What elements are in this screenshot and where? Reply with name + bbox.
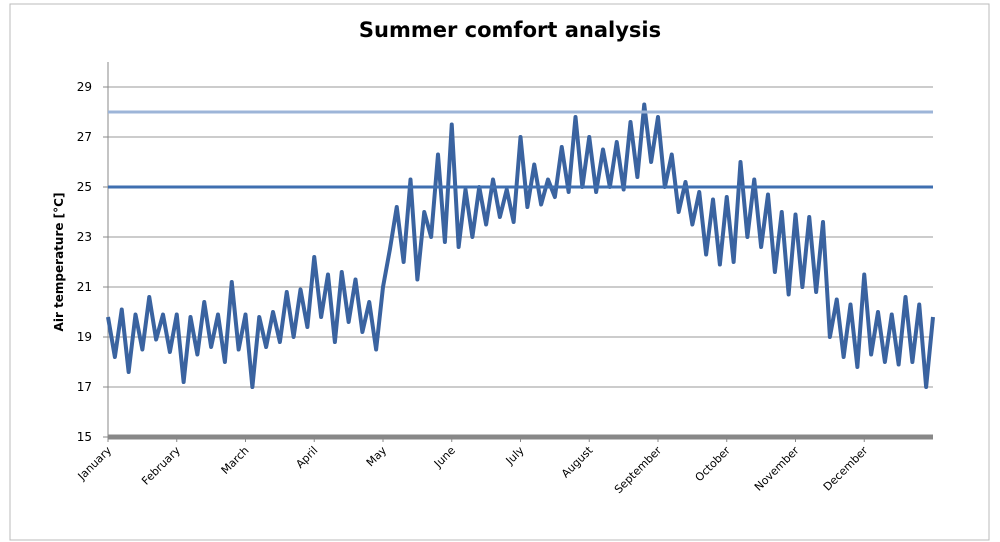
y-tick-label: 25 bbox=[77, 180, 92, 194]
y-tick-label: 15 bbox=[77, 430, 92, 444]
y-tick-label: 19 bbox=[77, 330, 92, 344]
y-tick-label: 17 bbox=[77, 380, 92, 394]
y-tick-label: 23 bbox=[77, 230, 92, 244]
y-tick-label: 27 bbox=[77, 130, 92, 144]
y-tick-label: 21 bbox=[77, 280, 92, 294]
data-line bbox=[106, 102, 935, 389]
chart-title: Summer comfort analysis bbox=[359, 18, 661, 42]
y-tick-label: 29 bbox=[77, 80, 92, 94]
y-axis-label: Air temperature [°C] bbox=[52, 193, 66, 332]
